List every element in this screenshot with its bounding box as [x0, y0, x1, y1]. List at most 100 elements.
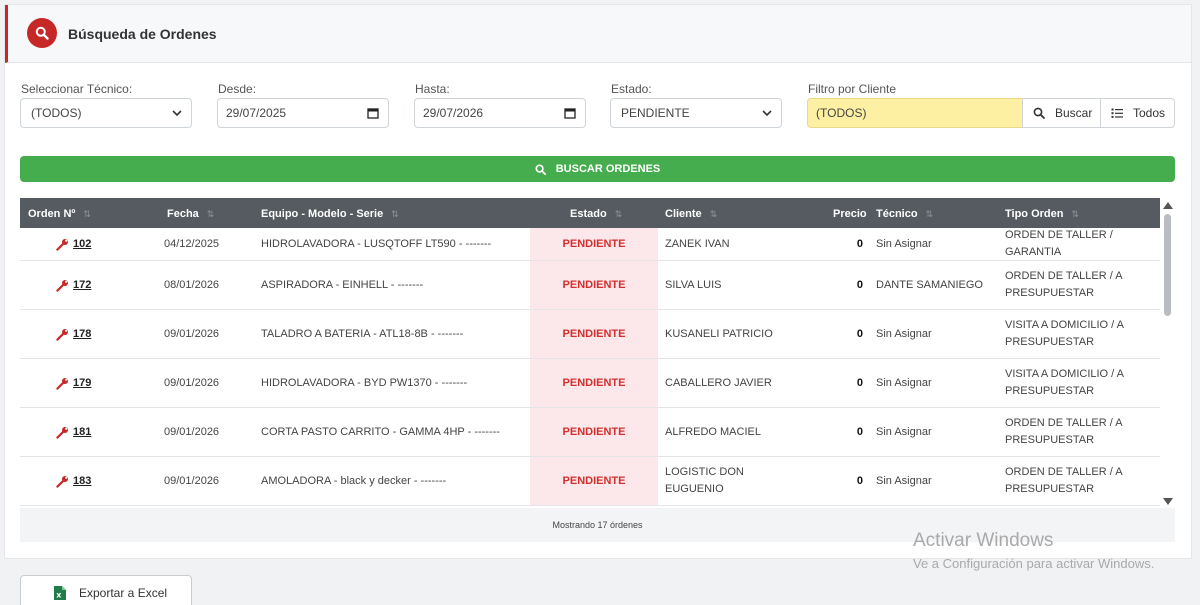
chevron-down-icon: [762, 110, 772, 117]
cliente-cell: SILVA LUIS: [665, 278, 722, 291]
cliente-cell: LOGISTIC DON EUGUENIO: [665, 466, 744, 495]
desde-date-input[interactable]: 29/07/2025: [217, 98, 389, 128]
cliente-filter-input[interactable]: (TODOS): [807, 98, 1023, 128]
windows-watermark-subtitle: Ve a Configuración para activar Windows.: [913, 556, 1155, 571]
estado-label: Estado:: [611, 82, 652, 96]
chevron-down-icon: [172, 110, 182, 117]
tecnico-select[interactable]: (TODOS): [20, 98, 192, 128]
order-cell: 183: [56, 457, 91, 505]
cliente-cell: KUSANELI PATRICIO: [665, 327, 773, 340]
tipo-cell: VISITA A DOMICILIO / A PRESUPUESTAR: [1005, 319, 1124, 348]
cliente-value: (TODOS): [816, 106, 867, 120]
tipo-cell: ORDEN DE TALLER / A PRESUPUESTAR: [1005, 270, 1122, 299]
estado-select[interactable]: PENDIENTE: [610, 98, 782, 128]
estado-badge: PENDIENTE: [530, 457, 658, 505]
tecnico-cell: Sin Asignar: [876, 425, 932, 438]
wrench-icon[interactable]: [56, 426, 69, 439]
precio-cell: 0: [856, 376, 863, 389]
list-icon: [1111, 108, 1123, 118]
table-row[interactable]: 183 09/01/2026 AMOLADORA - black y decker …: [20, 457, 1160, 506]
tecnico-cell: Sin Asignar: [876, 474, 932, 487]
order-number-link[interactable]: 172: [73, 278, 92, 291]
order-number-link[interactable]: 178: [73, 327, 92, 340]
fecha-cell: 08/01/2026: [164, 278, 220, 291]
col-orden[interactable]: Orden Nº ⇅: [28, 208, 91, 220]
hasta-date-input[interactable]: 29/07/2026: [414, 98, 586, 128]
cliente-cell: ALFREDO MACIEL: [665, 425, 761, 438]
hasta-label: Hasta:: [415, 82, 450, 96]
equipo-cell: AMOLADORA - black y decker - -------: [261, 474, 447, 487]
page-title: Búsqueda de Ordenes: [68, 26, 217, 42]
buscar-ordenes-button[interactable]: BUSCAR ORDENES: [20, 156, 1175, 182]
equipo-cell: ASPIRADORA - EINHELL - -------: [261, 278, 424, 291]
equipo-cell: HIDROLAVADORA - LUSQTOFF LT590 - -------: [261, 237, 492, 250]
card-header: Búsqueda de Ordenes: [5, 5, 1191, 63]
order-cell: 172: [56, 261, 91, 309]
tipo-cell: ORDEN DE TALLER / A PRESUPUESTAR: [1005, 466, 1122, 495]
export-excel-button[interactable]: x Exportar a Excel: [20, 575, 192, 605]
order-cell: 179: [56, 359, 91, 407]
buscar-cliente-button[interactable]: Buscar: [1022, 98, 1101, 128]
equipo-cell: TALADRO A BATERIA - ATL18-8B - -------: [261, 327, 464, 340]
desde-label: Desde:: [218, 82, 257, 96]
estado-badge: PENDIENTE: [530, 408, 658, 456]
cliente-label: Filtro por Cliente: [808, 82, 897, 96]
table-row[interactable]: 172 08/01/2026 ASPIRADORA - EINHELL - ----…: [20, 261, 1160, 310]
order-number-link[interactable]: 179: [73, 376, 92, 389]
col-estado[interactable]: Estado ⇅: [570, 208, 623, 220]
precio-cell: 0: [856, 425, 863, 438]
wrench-icon[interactable]: [56, 238, 69, 251]
scroll-down-arrow[interactable]: [1163, 498, 1173, 505]
col-cliente[interactable]: Cliente ⇅: [665, 208, 718, 220]
buscar-ordenes-label: BUSCAR ORDENES: [555, 163, 661, 175]
fecha-cell: 09/01/2026: [164, 376, 220, 389]
estado-badge: PENDIENTE: [530, 310, 658, 358]
search-icon: [1033, 107, 1045, 119]
wrench-icon[interactable]: [56, 328, 69, 341]
col-fecha[interactable]: Fecha ⇅: [167, 208, 215, 220]
cliente-cell: ZANEK IVAN: [665, 237, 730, 250]
col-tipo[interactable]: Tipo Orden ⇅: [1005, 208, 1080, 220]
estado-badge: PENDIENTE: [530, 228, 658, 260]
tecnico-label: Seleccionar Técnico:: [21, 82, 133, 96]
col-equipo[interactable]: Equipo - Modelo - Serie ⇅: [261, 208, 399, 220]
order-number-link[interactable]: 183: [73, 474, 92, 487]
precio-cell: 0: [856, 278, 863, 291]
orders-table: Orden Nº ⇅ Fecha ⇅ Equipo - Modelo - Serie…: [20, 198, 1175, 508]
calendar-icon[interactable]: [367, 107, 379, 119]
svg-text:x: x: [56, 591, 62, 600]
fecha-cell: 09/01/2026: [164, 425, 220, 438]
order-number-link[interactable]: 181: [73, 425, 92, 438]
tecnico-value: (TODOS): [31, 106, 82, 120]
wrench-icon[interactable]: [56, 279, 69, 292]
todos-button[interactable]: Todos: [1100, 98, 1175, 128]
estado-badge: PENDIENTE: [530, 261, 658, 309]
table-row[interactable]: 179 09/01/2026 HIDROLAVADORA - BYD PW1370 …: [20, 359, 1160, 408]
wrench-icon[interactable]: [56, 377, 69, 390]
order-number-link[interactable]: 102: [73, 237, 92, 250]
tipo-cell: ORDEN DE TALLER / GARANTIA: [1005, 229, 1113, 258]
estado-value: PENDIENTE: [621, 106, 690, 120]
table-footer: Mostrando 17 órdenes: [20, 508, 1175, 542]
table-row[interactable]: 178 09/01/2026 TALADRO A BATERIA - ATL18-8…: [20, 310, 1160, 359]
desde-value: 29/07/2025: [226, 106, 287, 120]
precio-cell: 0: [856, 474, 863, 487]
scroll-up-arrow[interactable]: [1163, 202, 1173, 209]
tipo-cell: ORDEN DE TALLER / A PRESUPUESTAR: [1005, 417, 1122, 446]
table-row[interactable]: 181 09/01/2026 CORTA PASTO CARRITO - GAMMA…: [20, 408, 1160, 457]
export-label: Exportar a Excel: [79, 586, 168, 600]
excel-icon: x: [54, 586, 66, 600]
calendar-icon[interactable]: [564, 107, 576, 119]
col-tecnico[interactable]: Técnico ⇅: [876, 208, 934, 220]
table-row[interactable]: 102 04/12/2025 HIDROLAVADORA - LUSQTOFF LT…: [20, 228, 1160, 261]
table-scrollbar[interactable]: [1160, 198, 1175, 508]
buscar-label: Buscar: [1055, 106, 1093, 120]
wrench-icon[interactable]: [56, 475, 69, 488]
fecha-cell: 09/01/2026: [164, 474, 220, 487]
tipo-cell: VISITA A DOMICILIO / A PRESUPUESTAR: [1005, 368, 1124, 397]
tecnico-cell: DANTE SAMANIEGO: [876, 278, 983, 291]
fecha-cell: 09/01/2026: [164, 327, 220, 340]
scroll-thumb[interactable]: [1164, 214, 1171, 316]
tecnico-cell: Sin Asignar: [876, 376, 932, 389]
col-precio[interactable]: Precio: [833, 208, 867, 220]
